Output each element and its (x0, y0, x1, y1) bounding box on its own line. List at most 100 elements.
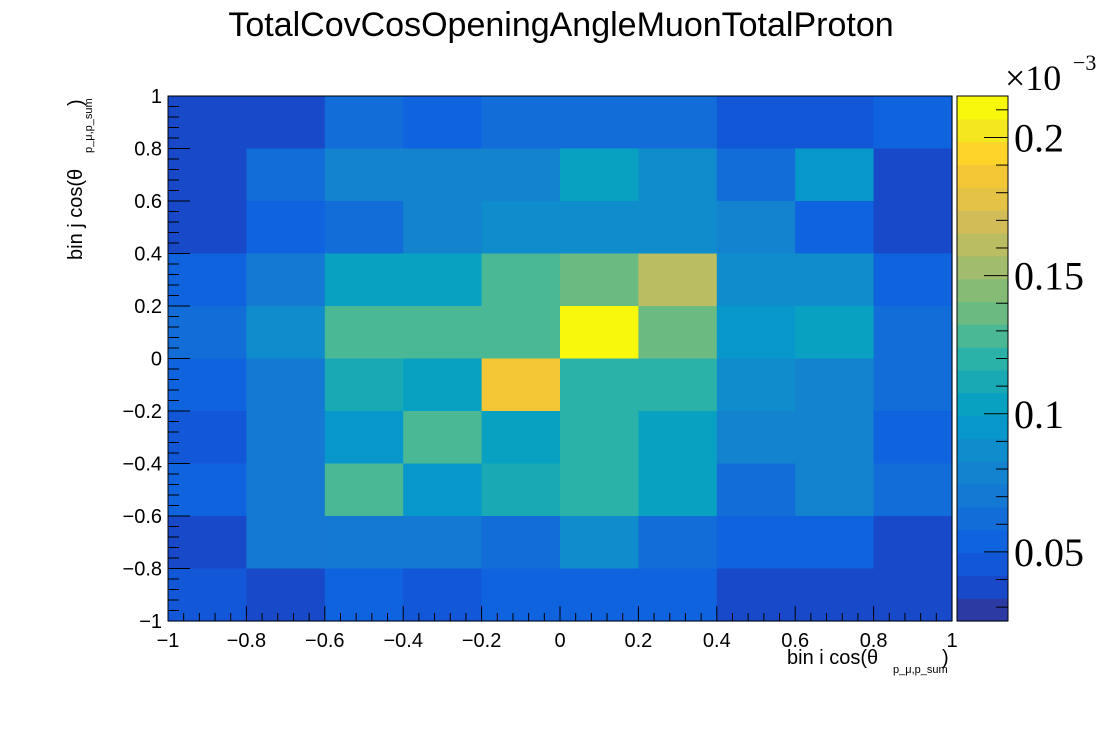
heatmap-cell (795, 568, 875, 622)
heatmap-cell (403, 96, 483, 150)
heatmap-cell (716, 463, 796, 517)
color-scale-swatch (957, 552, 1008, 576)
heatmap-cell (638, 148, 718, 202)
color-scale-swatch (957, 164, 1008, 188)
heatmap-cell (716, 96, 796, 150)
heatmap-cell (638, 568, 718, 622)
color-scale-swatch (957, 484, 1008, 508)
heatmap-cell (795, 201, 875, 255)
heatmap-cell (795, 96, 875, 150)
y-tick-label: 0.2 (134, 296, 162, 318)
color-scale-swatch (957, 324, 1008, 348)
color-scale-swatch (957, 575, 1008, 599)
heatmap-cell (168, 306, 247, 360)
heatmap-cell (403, 568, 483, 622)
color-scale-swatch (957, 301, 1008, 325)
heatmap-cell (403, 148, 483, 202)
heatmap-cell (324, 253, 404, 307)
x-axis-label-main: bin i cos(θ (787, 647, 878, 669)
color-scale-swatch (957, 232, 1008, 257)
chart-title: TotalCovCosOpeningAngleMuonTotalProton (228, 6, 893, 44)
heatmap-cell (168, 411, 247, 465)
color-scale-swatch (957, 278, 1008, 303)
x-tick-label: −0.8 (227, 630, 266, 652)
color-scale-tick-label: 0.1 (1014, 392, 1064, 437)
y-tick-label: −1 (139, 611, 162, 633)
heatmap-cell (638, 253, 718, 307)
heatmap-cell (403, 358, 483, 412)
heatmap-cell (873, 306, 953, 360)
heatmap-cell (560, 358, 639, 412)
color-scale-bar (957, 96, 1008, 622)
color-scale-swatch (957, 461, 1008, 485)
heatmap-cell (873, 568, 953, 622)
heatmap-cell (481, 568, 561, 622)
y-tick-label: 0 (151, 349, 162, 371)
heatmap-cell (795, 358, 875, 412)
heatmap-cell (246, 516, 326, 570)
heatmap-cell (481, 411, 561, 465)
heatmap-cell (168, 148, 247, 202)
heatmap-cell (638, 201, 718, 255)
heatmap-cell (324, 516, 404, 570)
heatmap-cell (560, 411, 639, 465)
heatmap-cell (638, 306, 718, 360)
heatmap-cell (716, 358, 796, 412)
heatmap-cell (246, 411, 326, 465)
heatmap-cell (246, 253, 326, 307)
color-scale-tick-label: 0.15 (1014, 254, 1084, 299)
heatmap-cell (403, 253, 483, 307)
heatmap-cell (638, 463, 718, 517)
heatmap-cell (324, 463, 404, 517)
heatmap-cell (403, 516, 483, 570)
y-axis-label-close: ) (65, 99, 87, 106)
heatmap-cell (716, 568, 796, 622)
x-tick-label: −0.6 (305, 630, 344, 652)
x-tick-label: −1 (157, 630, 180, 652)
heatmap-cell (168, 253, 247, 307)
heatmap-cell (560, 568, 639, 622)
heatmap-cell (795, 306, 875, 360)
heatmap-cell (795, 516, 875, 570)
color-scale-swatch (957, 598, 1008, 622)
heatmap-cell (560, 148, 639, 202)
heatmap-cell (403, 411, 483, 465)
y-tick-label: −0.2 (123, 401, 162, 423)
color-scale-tick-label: 0.2 (1014, 115, 1064, 160)
heatmap-cell (168, 96, 247, 150)
y-tick-label: −0.4 (123, 454, 162, 476)
heatmap-cell (403, 306, 483, 360)
color-scale-ticks: 0.05 0.1 0.15 0.2 (984, 109, 1084, 608)
heatmap-cell (560, 96, 639, 150)
y-tick-label: 1 (151, 86, 162, 108)
heatmap-cell (324, 411, 404, 465)
heatmap-cell (481, 96, 561, 150)
heatmap-cell (324, 358, 404, 412)
heatmap-cell (246, 148, 326, 202)
color-scale-swatch (957, 118, 1008, 143)
heatmap-cell (403, 201, 483, 255)
x-tick-label: 0 (554, 630, 565, 652)
heatmap-cell (873, 463, 953, 517)
color-scale-multiplier: ×10 −3 (1005, 50, 1096, 98)
x-tick-labels: −1 −0.8 −0.6 −0.4 −0.2 0 0.2 0.4 0.6 0.8 1 (157, 630, 958, 652)
heatmap-cell (560, 201, 639, 255)
heatmap-cell (481, 201, 561, 255)
heatmap-cells (168, 96, 953, 622)
heatmap-cell (168, 201, 247, 255)
x-tick-label: −0.4 (383, 630, 422, 652)
heatmap-cell (403, 463, 483, 517)
heatmap-cell (168, 358, 247, 412)
heatmap-cell (246, 568, 326, 622)
heatmap-cell (716, 201, 796, 255)
heatmap-cell (324, 568, 404, 622)
color-scale-swatch (957, 187, 1008, 211)
heatmap-cell (638, 96, 718, 150)
heatmap-cell (873, 201, 953, 255)
y-axis-label-sub: p_μ,p_sum (83, 98, 95, 153)
heatmap-cell (168, 516, 247, 570)
color-scale-swatch (957, 141, 1008, 166)
heatmap-cell (324, 148, 404, 202)
heatmap-cell (324, 306, 404, 360)
